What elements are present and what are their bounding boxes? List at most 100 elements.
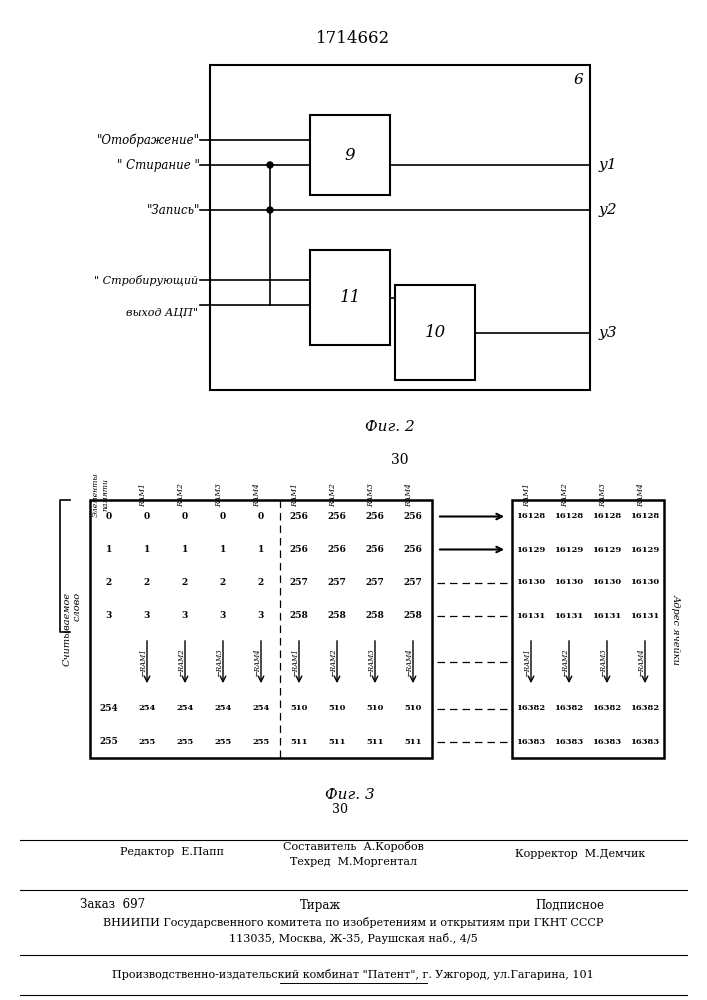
- Bar: [512, 500, 550, 533]
- Bar: [588, 599, 626, 632]
- Bar: [166, 632, 204, 692]
- Text: ←RAM3: ←RAM3: [600, 648, 608, 676]
- Bar: [318, 566, 356, 599]
- Text: 16383: 16383: [554, 738, 583, 746]
- Bar: [626, 599, 664, 632]
- Text: RAM1: RAM1: [291, 483, 299, 507]
- Bar: [166, 599, 204, 632]
- Text: 16131: 16131: [516, 611, 546, 619]
- Text: 16129: 16129: [516, 546, 546, 554]
- Text: 16383: 16383: [631, 738, 660, 746]
- Bar: [550, 533, 588, 566]
- Bar: [356, 632, 394, 692]
- Text: 1: 1: [182, 545, 188, 554]
- Bar: [280, 725, 318, 758]
- Text: 257: 257: [404, 578, 422, 587]
- Bar: [626, 500, 664, 533]
- Bar: [512, 533, 550, 566]
- Text: RAM2: RAM2: [561, 483, 569, 507]
- Text: 16383: 16383: [516, 738, 546, 746]
- Text: 2: 2: [144, 578, 150, 587]
- Bar: [242, 632, 280, 692]
- Bar: [242, 692, 280, 725]
- Text: Заказ  697: Заказ 697: [80, 898, 145, 912]
- Bar: [128, 725, 166, 758]
- Bar: [204, 566, 242, 599]
- Bar: [204, 725, 242, 758]
- Text: ←RAM3: ←RAM3: [368, 648, 376, 676]
- Text: 511: 511: [291, 738, 308, 746]
- Text: 16383: 16383: [592, 738, 621, 746]
- Text: 255: 255: [252, 738, 269, 746]
- Text: 510: 510: [291, 704, 308, 712]
- Text: ←RAM4: ←RAM4: [254, 648, 262, 676]
- Text: 256: 256: [404, 512, 423, 521]
- Bar: [90, 692, 128, 725]
- Circle shape: [267, 207, 273, 213]
- Text: 3: 3: [220, 611, 226, 620]
- Bar: [280, 632, 318, 692]
- Text: ←RAM1: ←RAM1: [140, 648, 148, 676]
- Text: 510: 510: [366, 704, 384, 712]
- Text: 511: 511: [404, 738, 422, 746]
- Text: 1714662: 1714662: [316, 30, 390, 47]
- Bar: [128, 632, 166, 692]
- Bar: [356, 566, 394, 599]
- Bar: [550, 566, 588, 599]
- Text: 254: 254: [214, 704, 232, 712]
- Bar: [90, 632, 128, 692]
- Text: 0: 0: [144, 512, 150, 521]
- Text: 511: 511: [328, 738, 346, 746]
- Text: 6: 6: [573, 73, 583, 87]
- Text: 2: 2: [106, 578, 112, 587]
- Bar: [242, 566, 280, 599]
- Bar: [90, 500, 128, 533]
- Text: 16131: 16131: [631, 611, 660, 619]
- Text: RAM3: RAM3: [599, 483, 607, 507]
- Bar: [395, 285, 475, 380]
- Text: ←RAM3: ←RAM3: [216, 648, 224, 676]
- Bar: [280, 500, 318, 533]
- Bar: [588, 533, 626, 566]
- Bar: [550, 500, 588, 533]
- Text: 1: 1: [220, 545, 226, 554]
- Text: 255: 255: [214, 738, 232, 746]
- Text: Корректор  М.Демчик: Корректор М.Демчик: [515, 849, 645, 859]
- Text: 1: 1: [106, 545, 112, 554]
- Bar: [588, 725, 626, 758]
- Bar: [204, 599, 242, 632]
- Bar: [210, 65, 590, 390]
- Text: ←RAM2: ←RAM2: [330, 648, 338, 676]
- Text: 16131: 16131: [554, 611, 583, 619]
- Text: RAM3: RAM3: [215, 483, 223, 507]
- Bar: [512, 500, 664, 758]
- Text: 3: 3: [182, 611, 188, 620]
- Text: 2: 2: [182, 578, 188, 587]
- Text: 16128: 16128: [554, 512, 583, 520]
- Bar: [394, 566, 432, 599]
- Text: 3: 3: [144, 611, 150, 620]
- Text: 256: 256: [327, 545, 346, 554]
- Bar: [550, 599, 588, 632]
- Text: RAM1: RAM1: [523, 483, 531, 507]
- Text: 256: 256: [366, 512, 385, 521]
- Text: 254: 254: [252, 704, 269, 712]
- Bar: [280, 533, 318, 566]
- Bar: [318, 632, 356, 692]
- Text: Элементы
памяти: Элементы памяти: [92, 473, 109, 517]
- Text: 1: 1: [258, 545, 264, 554]
- Text: 256: 256: [290, 512, 308, 521]
- Bar: [318, 692, 356, 725]
- Text: 16382: 16382: [631, 704, 660, 712]
- Bar: [280, 599, 318, 632]
- Bar: [394, 692, 432, 725]
- Text: 113035, Москва, Ж-35, Раушская наб., 4/5: 113035, Москва, Ж-35, Раушская наб., 4/5: [228, 932, 477, 944]
- Bar: [588, 500, 626, 533]
- Bar: [394, 632, 432, 692]
- Bar: [204, 632, 242, 692]
- Bar: [310, 250, 390, 345]
- Bar: [394, 533, 432, 566]
- Bar: [588, 566, 626, 599]
- Text: 256: 256: [366, 545, 385, 554]
- Bar: [204, 500, 242, 533]
